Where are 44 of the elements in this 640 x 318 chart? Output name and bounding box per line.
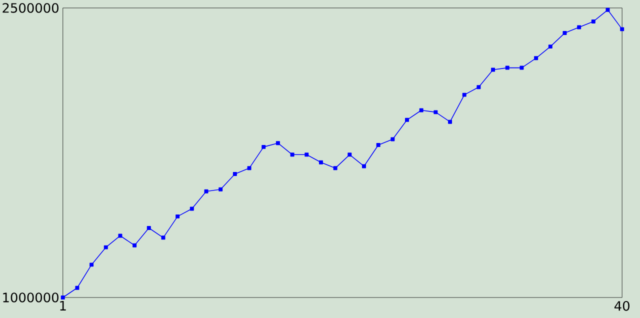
point [318,160,323,164]
point [333,166,338,170]
point [591,19,596,24]
point [577,25,582,30]
point [190,206,194,211]
point [390,137,395,142]
point [505,66,510,70]
point [104,245,108,250]
point [146,226,151,230]
point [204,189,208,194]
point [376,142,380,147]
point [476,84,481,89]
point [419,108,424,112]
point [534,56,538,60]
point [462,92,466,97]
point [304,152,309,156]
point [520,66,524,70]
x-tick-label: 1 [60,300,66,310]
point [118,234,122,238]
point [548,44,552,48]
point [491,68,496,72]
point [218,187,223,192]
point [60,295,65,300]
point [405,118,409,122]
point [232,172,237,176]
point [348,152,352,156]
y-tick-label: 2500000 [2,2,58,13]
point [90,262,94,266]
point [247,166,252,170]
point [132,243,137,248]
x-tick-label: 40 [614,300,630,311]
point [362,164,366,168]
point [262,144,266,149]
point [161,235,166,240]
point [75,286,80,290]
point [176,214,180,218]
point [290,152,294,156]
point [606,8,610,12]
point [620,26,624,31]
y-tick-label: 1000000 [3,292,58,302]
point [276,140,280,145]
point [434,110,438,114]
point [448,120,452,124]
point [562,30,567,35]
